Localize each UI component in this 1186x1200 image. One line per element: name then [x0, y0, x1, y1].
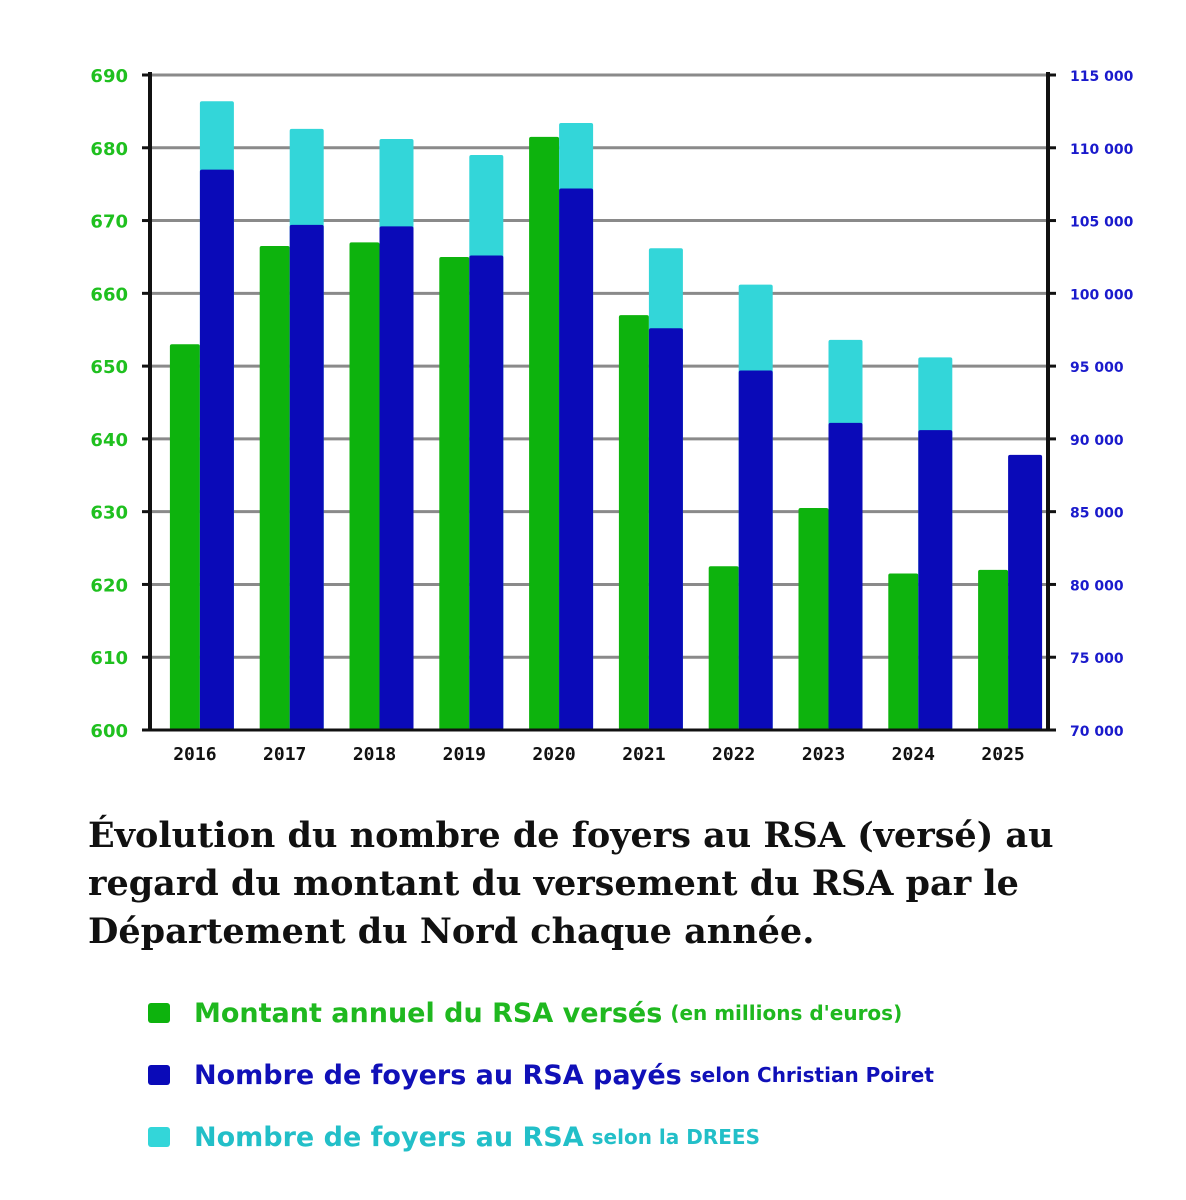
y-left-tick-label: 600	[90, 721, 128, 742]
legend-swatch-green	[148, 1003, 170, 1023]
x-tick-label: 2020	[532, 744, 575, 765]
y-right-tick-label: 110 000	[1070, 142, 1134, 158]
y-left-tick-label: 620	[90, 575, 128, 596]
x-tick-label: 2019	[443, 744, 486, 765]
y-right-tick-label: 75 000	[1070, 651, 1124, 667]
legend-sublabel: selon Christian Poiret	[689, 1063, 934, 1087]
bar-montant	[888, 573, 919, 730]
legend-label: Nombre de foyers au RSA	[194, 1121, 584, 1153]
legend-swatch-blue	[148, 1065, 170, 1085]
bar-montant	[259, 246, 290, 730]
bar-foyers-payes	[379, 226, 414, 730]
x-tick-label: 2018	[353, 744, 396, 765]
chart: 600 70 000 610 75 000 620 80 000 630 85 000 640 9…	[90, 66, 1134, 765]
bar-montant	[529, 136, 560, 731]
bar-montant	[618, 315, 649, 730]
bar-foyers-payes	[199, 169, 234, 731]
x-tick-label: 2021	[622, 744, 665, 765]
y-right-tick-label: 100 000	[1070, 287, 1134, 303]
bar-montant	[349, 242, 380, 730]
y-right-tick-label: 105 000	[1070, 215, 1134, 231]
chart-title: Évolution du nombre de foyers au RSA (ve…	[88, 815, 1054, 952]
y-left-tick-label: 680	[90, 139, 128, 160]
y-right-tick-label: 115 000	[1070, 69, 1134, 85]
x-tick-label: 2017	[263, 744, 306, 765]
bar-montant	[439, 256, 470, 730]
legend-sublabel: selon la DREES	[591, 1125, 760, 1149]
legend-sublabel: (en millions d'euros)	[670, 1001, 903, 1025]
x-tick-label: 2022	[712, 744, 755, 765]
y-left-tick-label: 690	[90, 66, 128, 87]
legend-swatch-cyan	[148, 1127, 170, 1147]
x-tick-label: 2023	[802, 744, 845, 765]
y-right-tick-label: 85 000	[1070, 506, 1124, 522]
y-right-tick-label: 95 000	[1070, 360, 1124, 376]
legend: Montant annuel du RSA versés (en million…	[148, 982, 934, 1168]
bar-montant	[978, 569, 1009, 730]
bar-foyers-payes	[918, 430, 953, 730]
y-right-tick-label: 80 000	[1070, 578, 1124, 594]
bar-foyers-payes	[289, 224, 324, 730]
bar-foyers-payes	[559, 188, 594, 731]
y-left-tick-label: 660	[90, 284, 128, 305]
legend-label: Montant annuel du RSA versés	[194, 997, 663, 1029]
legend-item-drees: Nombre de foyers au RSA selon la DREES	[148, 1106, 934, 1168]
legend-item-montant: Montant annuel du RSA versés (en million…	[148, 982, 934, 1044]
bar-montant	[798, 508, 829, 730]
y-left-tick-label: 650	[90, 357, 128, 378]
bar-montant	[708, 566, 739, 730]
legend-item-poiret: Nombre de foyers au RSA payés selon Chri…	[148, 1044, 934, 1106]
y-left-tick-label: 630	[90, 503, 128, 524]
x-tick-label: 2024	[892, 744, 936, 765]
bar-foyers-payes	[738, 370, 773, 730]
bar-foyers-payes	[469, 255, 504, 730]
y-left-tick-label: 640	[90, 430, 128, 451]
bar-foyers-payes	[648, 328, 683, 730]
y-left-tick-label: 610	[90, 648, 128, 669]
x-tick-label: 2016	[173, 744, 216, 765]
bar-foyers-payes	[828, 422, 863, 730]
bar-foyers-payes	[1008, 454, 1043, 730]
bar-montant	[169, 344, 200, 730]
x-tick-label: 2025	[981, 744, 1024, 765]
y-left-tick-label: 670	[90, 212, 128, 233]
y-right-tick-label: 70 000	[1070, 724, 1124, 740]
legend-label: Nombre de foyers au RSA payés	[194, 1059, 682, 1091]
y-right-tick-label: 90 000	[1070, 433, 1124, 449]
